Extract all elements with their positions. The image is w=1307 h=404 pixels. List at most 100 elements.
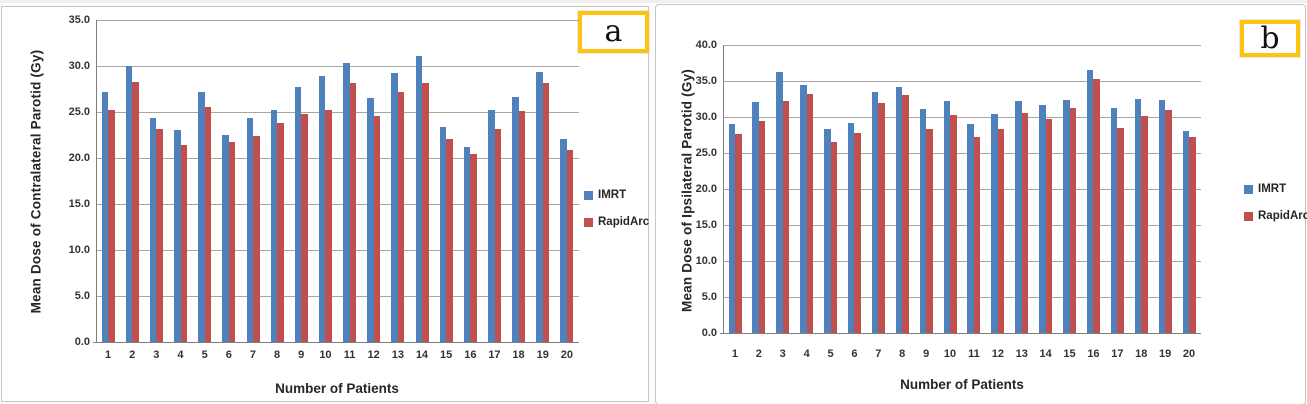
bar-rapidarc-patient-12 [373,115,381,342]
bar-rapidarc-patient-3 [156,128,163,342]
x-axis-title: Number of Patients [900,377,1024,392]
bar-imrt-patient-13 [1015,101,1022,333]
legend-item-rapidarc: RapidArc [1244,210,1307,222]
bar-imrt-patient-15 [1063,99,1070,333]
bar-imrt-patient-20 [560,138,567,342]
bar-imrt-patient-11 [967,123,974,333]
gridline [723,225,1201,226]
bar-rapidarc-patient-6 [854,132,861,333]
gridline [723,117,1201,118]
y-tick-label: 20.0 [695,183,717,195]
bar-imrt-patient-5 [198,91,205,342]
bar-rapidarc-patient-4 [806,94,814,333]
x-tick-label: 12 [991,348,1004,360]
gridline [96,112,579,113]
gridline [96,20,579,21]
bar-rapidarc-patient-16 [1093,78,1100,333]
bar-rapidarc-patient-10 [325,110,332,342]
x-axis-line [720,333,1201,334]
bar-rapidarc-patient-19 [542,82,550,342]
y-tick-label: 40.0 [695,39,717,51]
bar-rapidarc-patient-14 [422,82,429,342]
bar-imrt-patient-15 [439,126,447,342]
x-tick-label: 16 [1087,348,1100,360]
bar-rapidarc-patient-14 [1045,119,1053,333]
x-axis-line [93,342,579,343]
bar-imrt-patient-13 [391,73,398,342]
bar-imrt-patient-10 [318,76,326,342]
bar-imrt-patient-10 [943,101,951,333]
y-tick-label: 30.0 [68,60,90,72]
x-tick-label: 20 [1182,348,1196,360]
bar-rapidarc-patient-10 [950,114,957,333]
x-tick-label: 4 [177,349,184,361]
y-tick-label: 0.0 [701,327,717,339]
legend-swatch-icon [1244,211,1253,221]
x-tick-label: 7 [875,348,882,360]
bar-imrt-patient-9 [919,109,927,333]
bar-rapidarc-patient-5 [204,107,212,342]
gridline [96,296,579,297]
x-tick-label: 5 [201,349,208,361]
x-tick-label: 12 [367,349,380,361]
bar-imrt-patient-19 [536,72,543,342]
x-tick-label: 13 [1015,348,1028,360]
bar-rapidarc-patient-12 [997,128,1005,333]
panel-label-letter: a [604,14,623,49]
x-tick-label: 17 [488,349,501,361]
bar-rapidarc-patient-13 [1021,112,1029,333]
bar-rapidarc-patient-16 [470,154,477,342]
bar-rapidarc-patient-18 [1141,116,1148,333]
x-tick-label: 9 [298,349,305,361]
x-tick-label: 20 [560,349,573,361]
gridline [96,66,579,67]
gridline [723,297,1201,298]
bar-imrt-patient-3 [776,71,783,333]
x-tick-label: 16 [464,349,477,361]
legend-item-imrt: IMRT [584,189,649,201]
y-tick-label: 5.0 [74,290,90,302]
bar-rapidarc-patient-5 [830,142,837,333]
x-tick-label: 13 [391,349,404,361]
y-tick-label: 0.0 [74,336,90,348]
legend-label: IMRT [1258,183,1287,195]
y-tick-label: 30.0 [695,111,717,123]
x-tick-label: 11 [343,349,356,361]
bar-imrt-patient-8 [895,86,903,333]
y-axis-line [96,20,97,342]
bar-imrt-patient-19 [1158,99,1166,333]
bar-imrt-patient-14 [1039,104,1046,333]
x-tick-label: 7 [249,349,256,361]
gridline [723,81,1201,82]
bar-rapidarc-patient-13 [397,91,405,342]
y-tick-label: 15.0 [68,198,90,210]
y-tick-label: 20.0 [68,152,90,164]
bar-imrt-patient-1 [728,123,735,333]
bar-rapidarc-patient-7 [878,102,885,333]
bar-rapidarc-patient-1 [735,134,742,333]
bar-imrt-patient-12 [367,98,374,342]
gridline [723,45,1201,46]
bar-imrt-patient-3 [149,118,157,342]
bar-rapidarc-patient-18 [518,111,526,342]
panel-label-box-a: a [578,11,649,53]
x-tick-label: 10 [319,349,332,361]
gridline [723,189,1201,190]
bar-rapidarc-patient-4 [180,145,187,342]
panel-label-letter: b [1260,20,1280,56]
bar-rapidarc-patient-17 [494,128,501,342]
bar-rapidarc-patient-9 [926,129,933,333]
bar-imrt-patient-6 [222,135,229,342]
x-tick-label: 3 [153,349,160,361]
bar-rapidarc-patient-17 [1117,127,1124,333]
bar-imrt-patient-4 [174,129,181,342]
bar-rapidarc-patient-3 [782,101,790,333]
bar-rapidarc-patient-11 [973,137,981,333]
bar-rapidarc-patient-6 [228,142,236,342]
bar-imrt-patient-14 [415,55,422,342]
y-tick-label: 5.0 [701,291,717,303]
y-tick-label: 25.0 [695,147,717,159]
bar-rapidarc-patient-2 [132,81,139,342]
y-tick-label: 35.0 [68,14,90,26]
gridline [96,204,579,205]
